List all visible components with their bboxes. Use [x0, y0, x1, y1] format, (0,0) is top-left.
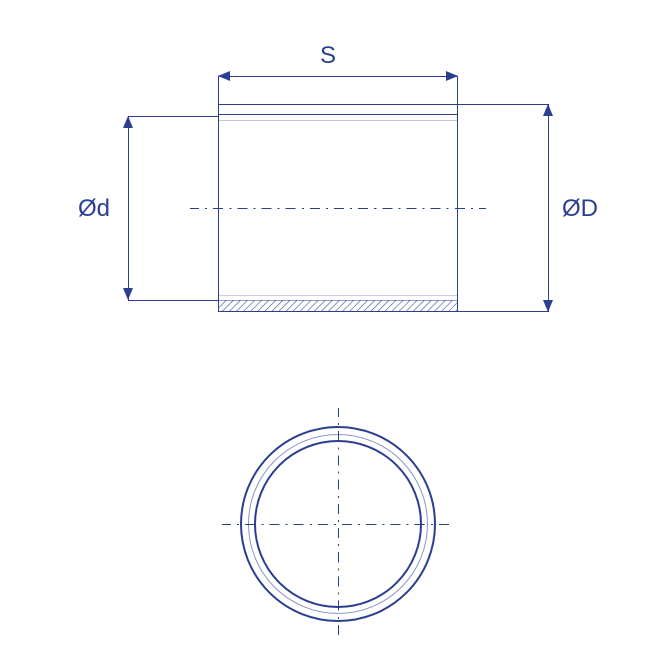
- dim-D-arrow-bottom: [543, 300, 553, 312]
- dim-D-ext-top: [458, 104, 548, 105]
- side-bottom-inner-line: [219, 295, 457, 296]
- dim-D-arrow-top: [543, 104, 553, 116]
- dim-d-ext-top: [128, 116, 218, 117]
- top-center-line-v: [338, 408, 339, 640]
- dim-d-arrow-bottom: [123, 288, 133, 300]
- side-top-liner-line: [219, 120, 457, 121]
- side-bottom-hatch: [219, 300, 457, 311]
- side-center-line: [190, 208, 486, 209]
- drawing-canvas: S Ød ØD: [0, 0, 671, 670]
- side-top-inner-line: [219, 114, 457, 115]
- dim-s-label: S: [320, 42, 336, 70]
- dim-d-arrow-top: [123, 116, 133, 128]
- dim-d-label: Ød: [78, 195, 110, 223]
- dim-D-label: ØD: [562, 195, 598, 223]
- dim-D-ext-bottom: [458, 311, 548, 312]
- dim-d-ext-bottom: [128, 300, 218, 301]
- dim-s-arrow-right: [446, 71, 458, 81]
- dim-s-arrow-left: [218, 71, 230, 81]
